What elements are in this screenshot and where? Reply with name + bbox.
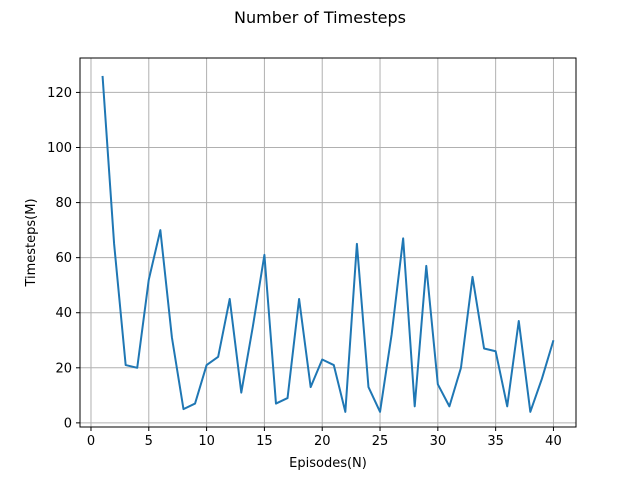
grid: [80, 58, 576, 427]
x-tick-label: 35: [487, 434, 504, 449]
y-tick-label: 100: [47, 141, 72, 156]
axis-ticks: 0 5 10 15 20 25 30 35 40 0 20 40 60 80 100 120: [47, 86, 562, 449]
y-tick-label: 20: [55, 361, 72, 376]
y-tick-label: 0: [64, 416, 72, 431]
series-line-group: [101, 75, 555, 413]
x-tick-label: 15: [256, 434, 273, 449]
series-line: [101, 75, 555, 413]
x-tick-label: 30: [430, 434, 447, 449]
chart-title: Number of Timesteps: [234, 8, 406, 27]
x-tick-label: 10: [198, 434, 215, 449]
y-tick-label: 120: [47, 86, 72, 101]
y-tick-label: 40: [55, 306, 72, 321]
x-tick-label: 0: [87, 434, 95, 449]
x-tick-label: 25: [372, 434, 389, 449]
y-axis-label: Timesteps(M): [24, 198, 39, 287]
x-tick-label: 40: [545, 434, 562, 449]
x-tick-label: 20: [314, 434, 331, 449]
plot-frame: [79, 57, 577, 428]
x-axis-label: Episodes(N): [289, 456, 367, 471]
y-tick-label: 80: [55, 196, 72, 211]
x-tick-label: 5: [145, 434, 153, 449]
y-tick-label: 60: [55, 251, 72, 266]
